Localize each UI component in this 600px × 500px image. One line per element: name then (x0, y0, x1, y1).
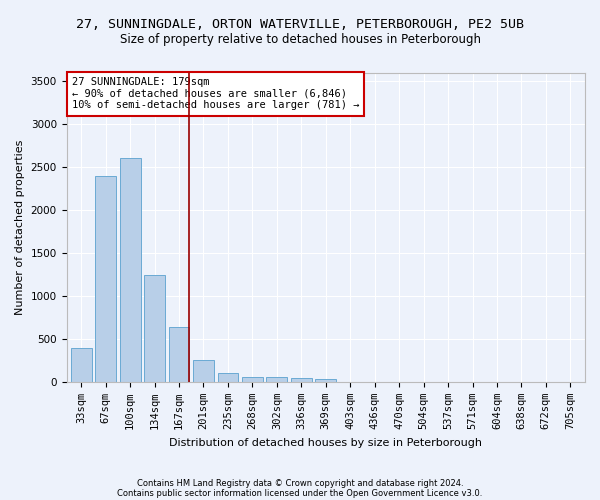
Bar (266, 377, 287, 382)
Bar (242, 377, 263, 382)
Bar (291, 378, 312, 382)
X-axis label: Distribution of detached houses by size in Peterborough: Distribution of detached houses by size … (169, 438, 482, 448)
Bar (71, 348, 92, 382)
Bar (193, 360, 214, 382)
Text: Contains public sector information licensed under the Open Government Licence v3: Contains public sector information licen… (118, 489, 482, 498)
Bar (169, 327, 190, 382)
Text: 27, SUNNINGDALE, ORTON WATERVILLE, PETERBOROUGH, PE2 5UB: 27, SUNNINGDALE, ORTON WATERVILLE, PETER… (76, 18, 524, 30)
Bar (316, 379, 336, 382)
Bar (120, 158, 140, 382)
Text: Contains HM Land Registry data © Crown copyright and database right 2024.: Contains HM Land Registry data © Crown c… (137, 479, 463, 488)
Bar (218, 374, 238, 382)
Text: Size of property relative to detached houses in Peterborough: Size of property relative to detached ho… (119, 32, 481, 46)
Text: 27 SUNNINGDALE: 179sqm
← 90% of detached houses are smaller (6,846)
10% of semi-: 27 SUNNINGDALE: 179sqm ← 90% of detached… (72, 77, 359, 110)
Bar (144, 276, 165, 382)
Bar (95, 176, 116, 382)
Y-axis label: Number of detached properties: Number of detached properties (15, 140, 25, 315)
